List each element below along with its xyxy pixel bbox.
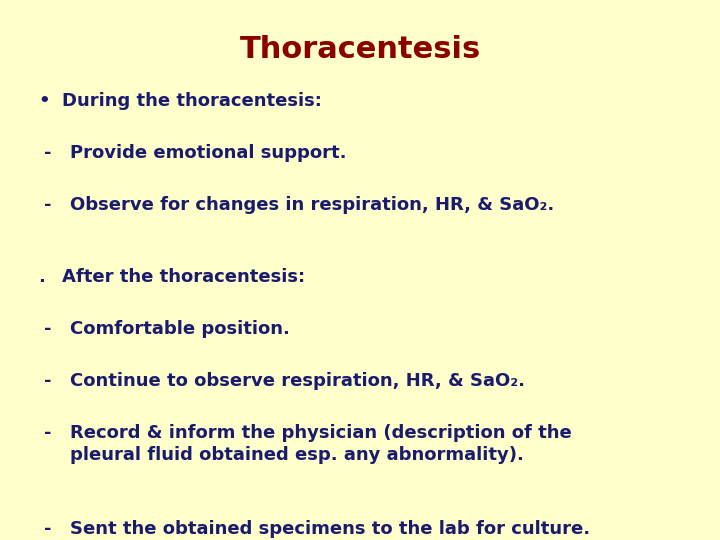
Text: Record & inform the physician (description of the
pleural fluid obtained esp. an: Record & inform the physician (descripti… (70, 424, 572, 464)
Text: Observe for changes in respiration, HR, & SaO₂.: Observe for changes in respiration, HR, … (70, 196, 554, 214)
Text: -: - (44, 144, 52, 162)
Text: -: - (44, 424, 52, 442)
Text: .: . (38, 268, 45, 286)
Text: -: - (44, 320, 52, 338)
Text: Thoracentesis: Thoracentesis (239, 35, 481, 64)
Text: -: - (44, 520, 52, 538)
Text: After the thoracentesis:: After the thoracentesis: (62, 268, 305, 286)
Text: During the thoracentesis:: During the thoracentesis: (62, 92, 322, 110)
Text: Sent the obtained specimens to the lab for culture.: Sent the obtained specimens to the lab f… (70, 520, 590, 538)
Text: -: - (44, 196, 52, 214)
Text: Comfortable position.: Comfortable position. (70, 320, 290, 338)
Text: -: - (44, 372, 52, 390)
Text: Continue to observe respiration, HR, & SaO₂.: Continue to observe respiration, HR, & S… (70, 372, 525, 390)
Text: •: • (38, 92, 50, 110)
Text: Provide emotional support.: Provide emotional support. (70, 144, 346, 162)
